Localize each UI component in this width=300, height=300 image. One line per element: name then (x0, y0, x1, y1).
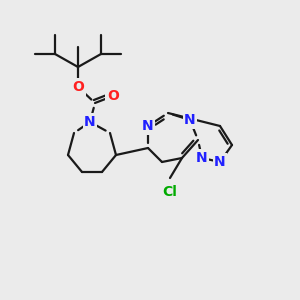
Text: N: N (196, 151, 208, 165)
Text: Cl: Cl (163, 185, 177, 199)
Text: N: N (184, 113, 196, 127)
Text: N: N (84, 115, 96, 129)
Text: N: N (142, 119, 154, 133)
Text: O: O (107, 89, 119, 103)
Text: O: O (72, 80, 84, 94)
Text: N: N (214, 155, 226, 169)
